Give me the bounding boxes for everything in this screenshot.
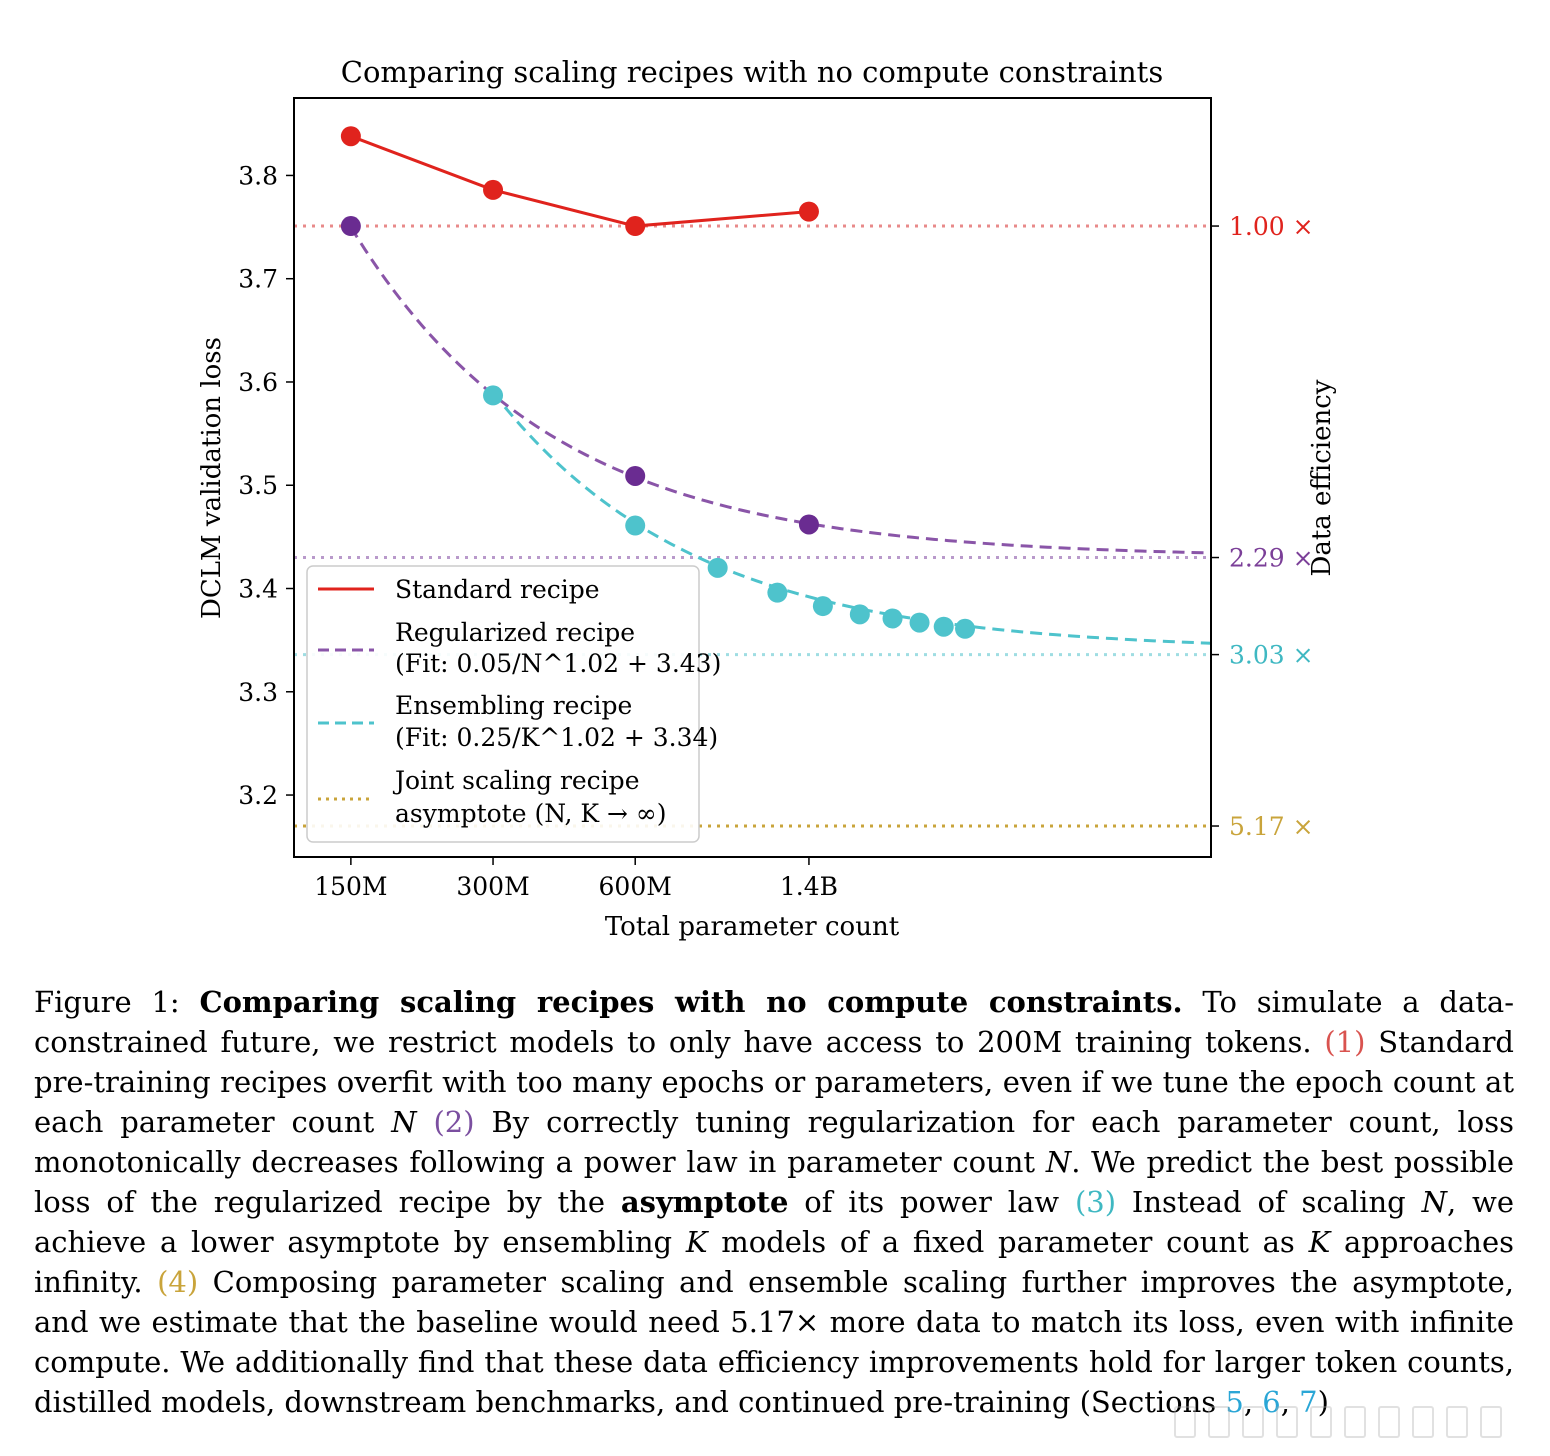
caption-comma: , bbox=[1280, 1385, 1300, 1419]
y-axis-label: DCLM validation loss bbox=[197, 337, 227, 619]
caption-asymptote: asymptote bbox=[620, 1185, 789, 1219]
ensembling-point bbox=[483, 385, 504, 406]
watermark-mark bbox=[1310, 1406, 1332, 1438]
regularized-point bbox=[625, 465, 646, 486]
legend-label-joint: Joint scaling recipe bbox=[392, 766, 639, 795]
ensembling-fit-curve bbox=[491, 391, 1212, 645]
x-tick-label: 150M bbox=[314, 872, 387, 901]
regularized-point bbox=[340, 216, 361, 237]
section-link-7[interactable]: 7 bbox=[1299, 1385, 1318, 1419]
y-tick-label: 3.5 bbox=[238, 471, 278, 500]
watermark-mark bbox=[1174, 1406, 1196, 1438]
legend-label-ensembling-fit: (Fit: 0.25/K^1.02 + 3.34) bbox=[395, 723, 718, 752]
caption-text: To simulate a data-constrained future, w… bbox=[34, 985, 1514, 1059]
legend-label-regularized-fit: (Fit: 0.05/N^1.02 + 3.43) bbox=[395, 649, 721, 678]
ensembling-point bbox=[849, 604, 870, 625]
right-axis-labels: 1.00 × 2.29 × 3.03 × 5.17 × bbox=[1211, 212, 1314, 841]
caption-text: of its power law bbox=[788, 1185, 1075, 1219]
legend-label-joint-asymptote: asymptote (N, K → ∞) bbox=[395, 799, 666, 828]
caption-var-n: N bbox=[1045, 1145, 1072, 1179]
y-tick-label: 3.2 bbox=[238, 781, 278, 810]
caption-text: , we achieve a lower asymptote by ensemb… bbox=[34, 1185, 1514, 1259]
watermark-mark bbox=[1480, 1406, 1502, 1438]
section-link-6[interactable]: 6 bbox=[1262, 1385, 1281, 1419]
watermark-mark bbox=[1378, 1406, 1400, 1438]
watermark-strip bbox=[1174, 1402, 1534, 1442]
scaling-chart: Comparing scaling recipes with no comput… bbox=[197, 55, 1337, 942]
ensembling-point bbox=[625, 515, 646, 536]
x-tick-label: 300M bbox=[456, 872, 529, 901]
right-axis-label: Data efficiency bbox=[1307, 379, 1337, 576]
right-tick-label: 1.00 × bbox=[1229, 212, 1314, 241]
watermark-mark bbox=[1412, 1406, 1434, 1438]
caption-marker-2: (2) bbox=[433, 1105, 475, 1139]
caption-title: Comparing scaling recipes with no comput… bbox=[199, 985, 1183, 1019]
ensembling-point bbox=[909, 612, 930, 633]
caption-text: . We predict the best possible loss of t… bbox=[34, 1145, 1514, 1219]
y-tick-label: 3.6 bbox=[238, 368, 278, 397]
standard-recipe-line bbox=[350, 134, 810, 228]
ensembling-point bbox=[707, 557, 728, 578]
fit-curves bbox=[349, 134, 1212, 645]
y-tick-label: 3.8 bbox=[238, 161, 278, 190]
caption-marker-4: (4) bbox=[157, 1265, 199, 1299]
watermark-mark bbox=[1276, 1406, 1298, 1438]
ensembling-point bbox=[882, 608, 903, 629]
legend: Standard recipe Regularized recipe (Fit:… bbox=[306, 565, 721, 843]
y-tick-label: 3.3 bbox=[238, 678, 278, 707]
x-axis-label: Total parameter count bbox=[605, 912, 900, 942]
right-tick-label: 2.29 × bbox=[1229, 544, 1314, 573]
y-axis-ticks: 3.2 3.3 3.4 3.5 3.6 3.7 3.8 bbox=[238, 161, 294, 810]
y-tick-label: 3.4 bbox=[238, 575, 278, 604]
caption-text: Standard pre-training recipes overfit wi… bbox=[34, 1025, 1514, 1139]
watermark-mark bbox=[1242, 1406, 1264, 1438]
watermark-mark bbox=[1208, 1406, 1230, 1438]
standard-point bbox=[340, 126, 361, 147]
ensembling-point bbox=[955, 618, 976, 639]
x-tick-label: 1.4B bbox=[780, 872, 838, 901]
watermark-mark bbox=[1344, 1406, 1366, 1438]
caption-text: approaches infinity. bbox=[34, 1225, 1514, 1299]
caption-var-k: K bbox=[685, 1225, 708, 1259]
regularized-point bbox=[798, 514, 819, 535]
legend-label-ensembling: Ensembling recipe bbox=[395, 691, 632, 720]
caption-text: models of a fixed parameter count as bbox=[707, 1225, 1309, 1259]
caption-marker-3: (3) bbox=[1074, 1185, 1117, 1219]
ensembling-point bbox=[767, 582, 788, 603]
watermark-mark bbox=[1446, 1406, 1468, 1438]
ensembling-point bbox=[933, 616, 954, 637]
legend-label-regularized: Regularized recipe bbox=[395, 618, 635, 647]
regularized-fit-curve bbox=[349, 226, 1212, 555]
figure-caption: Figure 1: Comparing scaling recipes with… bbox=[34, 982, 1514, 1422]
caption-text: ) bbox=[1317, 1385, 1329, 1419]
legend-label-standard: Standard recipe bbox=[395, 575, 600, 604]
standard-point bbox=[798, 201, 819, 222]
caption-var-n: N bbox=[1421, 1185, 1447, 1219]
section-link-5[interactable]: 5 bbox=[1225, 1385, 1244, 1419]
ensembling-point bbox=[812, 596, 833, 617]
data-points bbox=[340, 126, 976, 639]
x-tick-label: 600M bbox=[599, 872, 672, 901]
caption-text: Instead of scaling bbox=[1116, 1185, 1422, 1219]
caption-var-k: K bbox=[1308, 1225, 1331, 1259]
caption-text: Composing parameter scaling and ensemble… bbox=[34, 1265, 1514, 1419]
legend-box bbox=[306, 565, 700, 843]
plot-frame bbox=[293, 97, 1212, 858]
chart-title: Comparing scaling recipes with no comput… bbox=[341, 55, 1163, 89]
caption-text: By correctly tuning regularization for e… bbox=[34, 1105, 1514, 1179]
caption-var-n: N bbox=[391, 1105, 417, 1139]
standard-point bbox=[483, 179, 504, 200]
caption-lead: Figure 1: bbox=[34, 985, 200, 1019]
caption-marker-1: (1) bbox=[1324, 1025, 1366, 1059]
x-axis-ticks: 150M 300M 600M 1.4B bbox=[314, 857, 838, 901]
standard-point bbox=[625, 216, 646, 237]
caption-comma: , bbox=[1243, 1385, 1263, 1419]
right-tick-label: 5.17 × bbox=[1229, 812, 1314, 841]
y-tick-label: 3.7 bbox=[238, 265, 278, 294]
right-tick-label: 3.03 × bbox=[1229, 641, 1314, 670]
